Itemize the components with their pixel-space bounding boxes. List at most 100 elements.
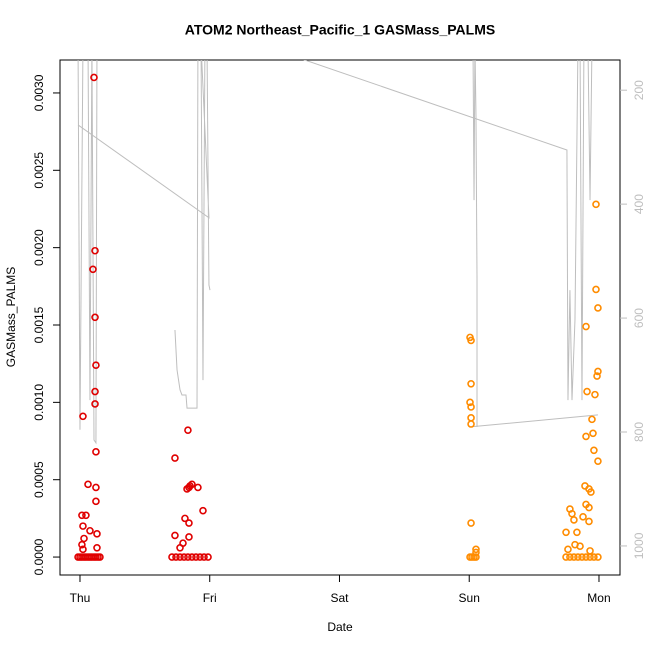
data-point: [96, 553, 104, 561]
data-point: [467, 414, 475, 422]
data-point: [570, 553, 578, 561]
data-point: [93, 543, 101, 552]
data-point: [183, 485, 191, 493]
y2-tick-label: 800: [632, 422, 646, 442]
data-point: [590, 553, 598, 561]
data-point: [78, 511, 86, 520]
data-point: [192, 553, 200, 561]
data-point: [467, 403, 475, 411]
data-point: [467, 420, 475, 428]
data-point: [184, 426, 192, 434]
x-tick-label: Sat: [330, 591, 349, 605]
data-point: [589, 429, 597, 438]
data-point: [562, 528, 570, 537]
data-point: [84, 480, 92, 489]
data-point: [582, 553, 590, 561]
data-point: [570, 516, 578, 524]
data-point: [200, 553, 208, 561]
y2-tick-label: 400: [632, 194, 646, 214]
data-point: [574, 553, 582, 561]
data-point: [92, 361, 100, 370]
data-point: [194, 483, 202, 492]
y2-tick-label: 1000: [632, 532, 646, 559]
data-point: [592, 200, 600, 209]
data-point: [184, 553, 192, 561]
data-point: [579, 513, 587, 521]
data-point: [79, 522, 87, 530]
data-point: [588, 415, 596, 424]
data-point: [587, 488, 595, 496]
plot-frame: [59, 59, 621, 576]
data-point: [91, 387, 99, 396]
data-point: [594, 457, 602, 465]
data-point: [573, 528, 581, 537]
data-point: [176, 553, 184, 561]
data-point: [466, 398, 474, 407]
y-tick-label: 0.0000: [32, 538, 46, 575]
pressure-line: [472, 60, 478, 427]
data-point: [185, 519, 193, 527]
data-point: [467, 519, 475, 527]
data-point: [80, 534, 88, 543]
data-point: [566, 553, 574, 561]
data-point: [578, 553, 586, 561]
data-point: [586, 547, 594, 555]
data-point: [92, 483, 100, 492]
data-point: [472, 553, 480, 561]
data-point: [467, 379, 475, 388]
y-tick-label: 0.0030: [32, 74, 46, 111]
data-point: [86, 526, 94, 535]
data-point: [582, 432, 590, 441]
data-point: [204, 553, 212, 561]
x-tick-label: Thu: [70, 591, 91, 605]
data-point: [467, 336, 475, 345]
y-tick-label: 0.0020: [32, 229, 46, 266]
x-axis-label: Date: [327, 620, 353, 634]
data-point: [79, 412, 87, 421]
data-point: [591, 390, 599, 399]
pressure-line: [303, 60, 593, 401]
data-point: [78, 540, 86, 549]
data-point: [196, 553, 204, 561]
data-point: [181, 514, 189, 523]
x-tick-label: Sun: [459, 591, 480, 605]
data-point: [585, 503, 593, 512]
pressure-line: [469, 414, 598, 428]
data-point: [176, 543, 184, 552]
data-point: [594, 367, 602, 376]
y-tick-label: 0.0005: [32, 461, 46, 498]
data-point: [576, 542, 584, 551]
data-point: [594, 304, 602, 312]
data-point: [586, 553, 594, 561]
data-point: [79, 545, 87, 554]
data-point: [593, 372, 601, 380]
data-point: [564, 545, 572, 554]
data-point: [89, 265, 97, 274]
data-point: [92, 448, 100, 456]
data-point: [562, 553, 570, 561]
data-point: [583, 387, 591, 396]
x-tick-label: Mon: [587, 591, 610, 605]
data-point: [93, 530, 101, 538]
plot-area: [74, 60, 602, 561]
y-tick-label: 0.0025: [32, 152, 46, 189]
data-point: [171, 454, 179, 462]
data-point: [82, 511, 90, 520]
data-point: [91, 313, 99, 322]
data-point: [185, 533, 193, 541]
data-point: [91, 246, 99, 255]
y-tick-label: 0.0015: [32, 306, 46, 343]
data-point: [92, 497, 100, 506]
y2-tick-label: 200: [632, 80, 646, 100]
data-point: [199, 506, 207, 515]
data-point: [585, 517, 593, 526]
y-tick-label: 0.0010: [32, 384, 46, 421]
data-point: [592, 285, 600, 294]
data-point: [590, 446, 598, 455]
data-point: [472, 545, 480, 554]
x-tick-label: Fri: [203, 591, 217, 605]
data-point: [582, 322, 590, 331]
data-point: [188, 480, 196, 489]
data-point: [594, 553, 602, 561]
